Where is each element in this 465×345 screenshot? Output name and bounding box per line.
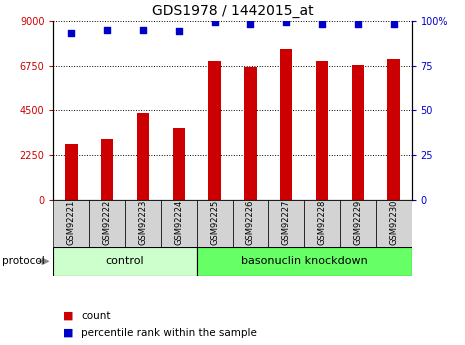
Bar — [65, 144, 78, 200]
Bar — [280, 49, 292, 200]
Bar — [161, 200, 197, 247]
Title: GDS1978 / 1442015_at: GDS1978 / 1442015_at — [152, 4, 313, 18]
Bar — [387, 59, 400, 200]
Bar — [268, 200, 304, 247]
Bar — [376, 200, 412, 247]
Text: ■: ■ — [63, 328, 73, 338]
Text: basonuclin knockdown: basonuclin knockdown — [241, 256, 367, 266]
Point — [354, 21, 361, 27]
Bar — [89, 200, 125, 247]
Bar — [101, 139, 113, 200]
Text: GSM92226: GSM92226 — [246, 200, 255, 245]
Bar — [197, 200, 232, 247]
Text: count: count — [81, 311, 111, 321]
Text: GSM92227: GSM92227 — [282, 200, 291, 245]
Bar — [232, 200, 268, 247]
Bar — [197, 247, 412, 276]
Bar — [316, 61, 328, 200]
Text: GSM92228: GSM92228 — [318, 200, 326, 245]
Point — [67, 30, 75, 36]
Bar — [352, 65, 364, 200]
Point — [103, 27, 111, 32]
Point — [139, 27, 146, 32]
Bar — [340, 200, 376, 247]
Text: GSM92225: GSM92225 — [210, 200, 219, 245]
Point — [318, 21, 325, 27]
Bar — [125, 200, 161, 247]
Point — [282, 20, 290, 25]
Bar — [173, 128, 185, 200]
Bar — [304, 200, 340, 247]
Bar — [53, 200, 89, 247]
Text: GSM92230: GSM92230 — [389, 200, 398, 245]
Bar — [208, 61, 221, 200]
Bar — [53, 247, 197, 276]
Bar — [137, 114, 149, 200]
Text: percentile rank within the sample: percentile rank within the sample — [81, 328, 257, 338]
Text: ■: ■ — [63, 311, 73, 321]
Text: control: control — [106, 256, 145, 266]
Text: GSM92221: GSM92221 — [67, 200, 76, 245]
Text: protocol: protocol — [2, 256, 45, 266]
Point — [211, 20, 218, 25]
Point — [390, 21, 397, 27]
Text: GSM92224: GSM92224 — [174, 200, 183, 245]
Text: GSM92223: GSM92223 — [139, 200, 147, 245]
Bar — [244, 67, 257, 200]
Text: GSM92222: GSM92222 — [103, 200, 112, 245]
Text: GSM92229: GSM92229 — [353, 200, 362, 245]
Point — [246, 21, 254, 27]
Point — [175, 29, 182, 34]
